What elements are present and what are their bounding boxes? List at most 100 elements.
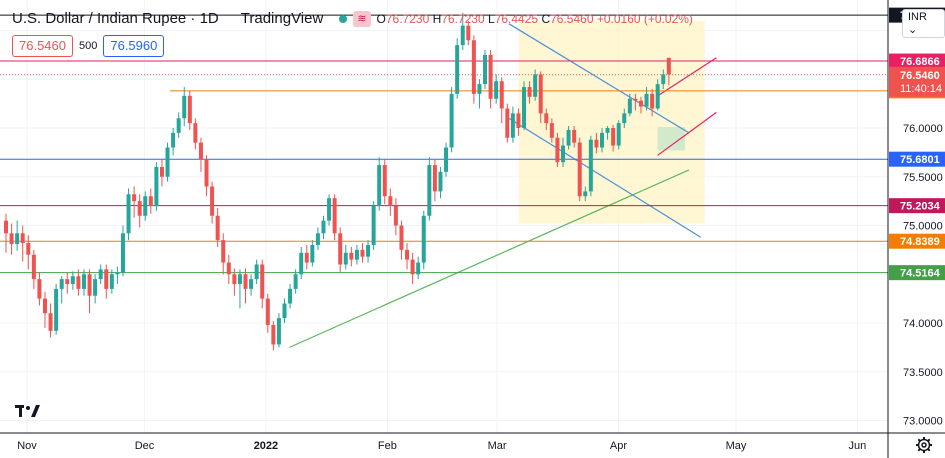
candle — [605, 126, 610, 140]
candle-body — [54, 288, 59, 331]
candle-body — [366, 245, 371, 257]
candle-body — [310, 245, 315, 263]
gear-icon[interactable] — [915, 436, 933, 454]
candle-body — [93, 279, 98, 296]
candle-body — [109, 274, 114, 289]
candle-body — [516, 113, 521, 128]
candle — [171, 128, 176, 156]
candle — [182, 87, 187, 127]
ohlc-values: O76.7230 H76.7230 L76.4425 C76.5460 +0.0… — [377, 12, 693, 26]
candle-body — [120, 233, 125, 273]
candle-body — [115, 272, 120, 275]
current-price-tag: 76.5460 — [900, 70, 940, 82]
sell-price-button[interactable]: 76.5460 — [12, 35, 73, 57]
candle-body — [638, 100, 643, 107]
candle — [583, 186, 588, 202]
candle — [132, 186, 137, 218]
candle — [243, 268, 248, 304]
candle — [538, 71, 543, 124]
candle-body — [510, 113, 515, 138]
candle — [444, 142, 449, 177]
candle-body — [444, 147, 449, 172]
candle-body — [215, 215, 220, 241]
candle — [9, 223, 14, 255]
candle-body — [126, 194, 131, 234]
candle — [561, 137, 565, 167]
candle-body — [187, 95, 192, 124]
candle — [533, 69, 538, 101]
candle — [449, 87, 454, 153]
market-open-dot-icon — [339, 14, 348, 23]
candle — [633, 93, 638, 111]
candle — [638, 96, 643, 114]
x-tick-label: May — [726, 440, 747, 452]
candle — [650, 89, 655, 117]
candle — [126, 188, 131, 241]
channel-lower-line — [508, 117, 702, 238]
candle — [522, 81, 527, 130]
candle-body — [249, 279, 254, 289]
candle — [31, 249, 36, 289]
candle-body — [572, 129, 577, 143]
candle — [70, 271, 75, 290]
candle-body — [70, 276, 75, 284]
tradingview-logo-icon[interactable] — [14, 401, 42, 421]
candle-body — [104, 269, 109, 289]
level-price-tag: 75.6801 — [900, 154, 940, 166]
candle — [76, 269, 81, 296]
candle — [599, 128, 604, 153]
candle-body — [9, 233, 14, 245]
wedge-upper-line — [657, 57, 717, 97]
candle-body — [388, 196, 393, 206]
candle — [488, 50, 493, 109]
candle — [120, 225, 125, 277]
candle-body — [282, 303, 287, 319]
buy-price-button[interactable]: 76.5960 — [103, 35, 165, 57]
candle — [93, 274, 98, 304]
candle-body — [655, 84, 660, 109]
level-price-tag: 75.2034 — [900, 201, 941, 213]
channel-highlight-zone — [518, 20, 705, 224]
low-label: L — [488, 11, 495, 26]
candle — [455, 38, 460, 99]
candle — [288, 284, 293, 309]
candle — [338, 227, 343, 273]
candle-body — [633, 98, 638, 101]
candle — [366, 240, 371, 263]
x-tick-label: Dec — [135, 440, 155, 452]
candle — [354, 245, 359, 265]
symbol-title[interactable]: U.S. Dollar / Indian Rupee · 1D — [12, 10, 219, 27]
candle-body — [143, 196, 148, 216]
candle-body — [37, 279, 42, 299]
candle — [271, 321, 276, 351]
candle — [499, 77, 504, 124]
candle — [226, 254, 231, 284]
candle-body — [499, 81, 504, 109]
candle-body — [327, 198, 332, 221]
candle — [81, 269, 86, 296]
candle-body — [555, 137, 560, 163]
candle-body — [627, 98, 632, 114]
candle-body — [438, 171, 443, 192]
candle-body — [299, 252, 304, 275]
replay-wave-icon[interactable]: ≋ — [353, 10, 371, 27]
candle — [54, 284, 59, 335]
candle-body — [276, 318, 281, 345]
candle-body — [349, 252, 354, 260]
candle — [254, 259, 259, 284]
currency-label: INR — [908, 11, 927, 23]
candle-body — [176, 118, 181, 133]
currency-select[interactable]: INR ⌄ — [902, 9, 945, 38]
candle — [505, 103, 510, 143]
y-tick-label: 73.5000 — [903, 367, 943, 379]
time-axis-bg — [0, 433, 945, 458]
candle-body — [87, 274, 92, 296]
candle — [371, 201, 376, 250]
y-tick-label: 73.0000 — [903, 416, 943, 428]
candle — [159, 159, 164, 187]
candle-body — [477, 84, 482, 94]
candle-body — [360, 249, 365, 257]
candle — [304, 245, 309, 270]
level-price-tag-bg — [889, 151, 945, 167]
